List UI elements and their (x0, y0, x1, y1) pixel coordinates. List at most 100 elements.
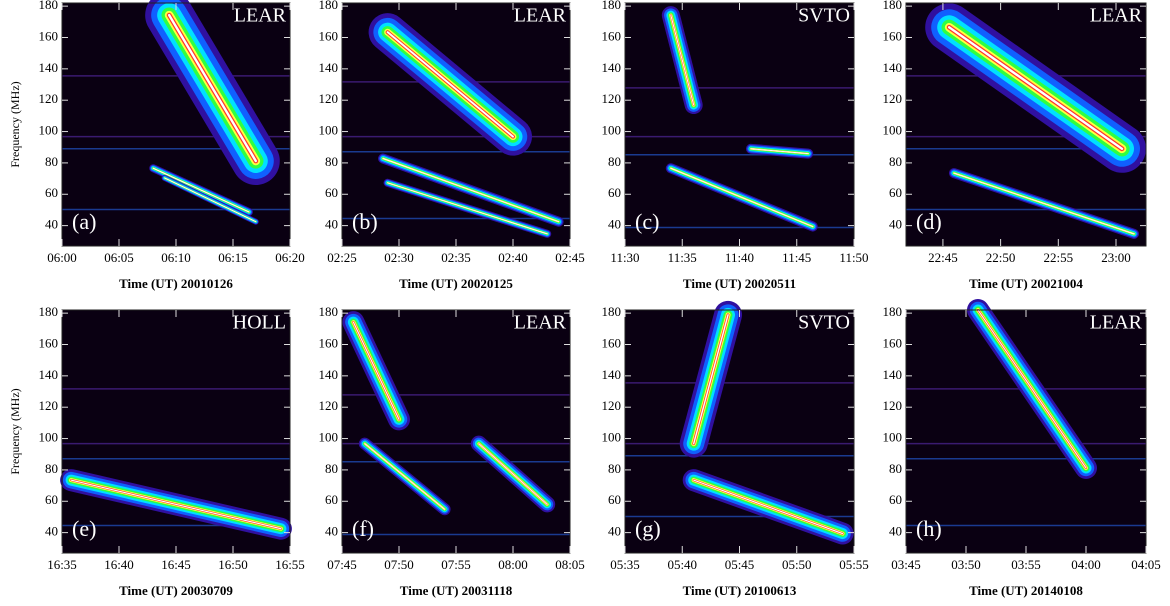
x-tick-label: 07:45 (327, 557, 357, 572)
panel-label: (b) (352, 209, 378, 234)
y-tick-label: 60 (325, 492, 338, 507)
burst-emission (387, 182, 548, 235)
x-tick-label: 08:05 (555, 557, 585, 572)
x-tick-label: 16:40 (104, 557, 134, 572)
burst-emission (352, 321, 400, 420)
y-tick-label: 140 (319, 367, 339, 382)
x-tick-label: 05:40 (667, 557, 697, 572)
y-tick-label: 40 (608, 524, 621, 539)
x-axis-label: Time (UT) 20020511 (683, 276, 796, 291)
y-tick-label: 60 (325, 185, 338, 200)
station-label: LEAR (514, 5, 567, 27)
station-label: LEAR (1090, 5, 1143, 27)
panel-label: (c) (635, 209, 659, 234)
x-axis-label: Time (UT) 20140108 (969, 583, 1083, 598)
panel-label: (e) (72, 516, 96, 541)
y-tick-label: 40 (45, 217, 58, 232)
burst-emission (167, 13, 258, 163)
x-axis-label: Time (UT) 20031118 (400, 583, 513, 598)
y-tick-label: 40 (889, 524, 902, 539)
panel-label: (g) (635, 516, 661, 541)
y-tick-label: 100 (602, 430, 622, 445)
y-tick-label: 100 (883, 123, 903, 138)
x-tick-label: 22:50 (986, 250, 1016, 265)
panel-label: (d) (916, 209, 942, 234)
y-tick-label: 120 (319, 91, 339, 106)
x-tick-label: 04:05 (1131, 557, 1161, 572)
x-tick-label: 11:50 (839, 250, 868, 265)
x-tick-label: 06:20 (275, 250, 305, 265)
x-tick-label: 02:45 (555, 250, 585, 265)
y-tick-label: 60 (889, 185, 902, 200)
x-tick-label: 23:00 (1101, 250, 1131, 265)
x-tick-label: 05:45 (725, 557, 755, 572)
x-tick-label: 05:50 (782, 557, 812, 572)
y-tick-label: 100 (39, 123, 59, 138)
y-tick-label: 140 (602, 60, 622, 75)
y-tick-label: 140 (319, 60, 339, 75)
x-axis-label: Time (UT) 20100613 (683, 583, 797, 598)
burst-emission (382, 158, 560, 223)
x-tick-label: 06:00 (47, 250, 77, 265)
x-tick-label: 22:55 (1043, 250, 1073, 265)
x-tick-label: 03:50 (951, 557, 981, 572)
y-tick-label: 120 (319, 398, 339, 413)
y-tick-label: 60 (889, 492, 902, 507)
burst-emission (693, 479, 844, 535)
y-tick-label: 80 (45, 461, 58, 476)
x-tick-label: 02:30 (384, 250, 414, 265)
y-tick-label: 60 (45, 185, 58, 200)
y-tick-label: 60 (45, 492, 58, 507)
y-tick-label: 160 (602, 28, 622, 43)
x-tick-label: 03:45 (891, 557, 921, 572)
x-tick-label: 11:45 (782, 250, 811, 265)
y-tick-label: 100 (883, 430, 903, 445)
y-tick-label: 120 (39, 398, 59, 413)
spectrogram-background (625, 3, 854, 246)
burst-emission (670, 14, 695, 106)
y-tick-label: 120 (883, 91, 903, 106)
station-label: LEAR (234, 5, 287, 27)
y-tick-label: 180 (602, 0, 622, 12)
y-tick-label: 40 (325, 524, 338, 539)
y-tick-label: 120 (39, 91, 59, 106)
x-tick-label: 11:35 (668, 250, 697, 265)
burst-emission (478, 443, 548, 505)
y-tick-label: 160 (319, 335, 339, 350)
x-tick-label: 07:50 (384, 557, 414, 572)
x-tick-label: 22:45 (928, 250, 958, 265)
y-tick-label: 140 (39, 60, 59, 75)
burst-emission (386, 31, 514, 138)
station-label: LEAR (1090, 312, 1143, 334)
spectrogram-background (906, 310, 1146, 553)
y-tick-label: 160 (883, 335, 903, 350)
y-tick-label: 100 (319, 123, 339, 138)
x-axis-label: Time (UT) 20021004 (969, 276, 1083, 291)
y-tick-label: 60 (608, 185, 621, 200)
y-tick-label: 100 (602, 123, 622, 138)
y-tick-label: 120 (602, 398, 622, 413)
x-tick-label: 06:05 (104, 250, 134, 265)
x-tick-label: 02:35 (441, 250, 471, 265)
y-tick-label: 80 (608, 154, 621, 169)
x-tick-label: 06:15 (218, 250, 248, 265)
y-tick-label: 40 (889, 217, 902, 232)
y-tick-label: 60 (608, 492, 621, 507)
y-tick-label: 80 (889, 154, 902, 169)
burst-emission (693, 314, 729, 445)
y-tick-label: 140 (883, 60, 903, 75)
y-tick-label: 80 (608, 461, 621, 476)
station-label: SVTO (798, 312, 850, 334)
y-tick-label: 80 (889, 461, 902, 476)
burst-emission (164, 177, 257, 223)
x-tick-label: 11:30 (610, 250, 639, 265)
x-tick-label: 07:55 (441, 557, 471, 572)
plot-frame (905, 2, 1147, 247)
y-axis-label: Frequency (MHz) (8, 81, 22, 167)
x-tick-label: 16:45 (161, 557, 191, 572)
x-tick-label: 16:50 (218, 557, 248, 572)
x-tick-label: 16:35 (47, 557, 77, 572)
burst-emission (670, 167, 814, 228)
y-tick-label: 140 (883, 367, 903, 382)
x-tick-label: 05:35 (610, 557, 640, 572)
